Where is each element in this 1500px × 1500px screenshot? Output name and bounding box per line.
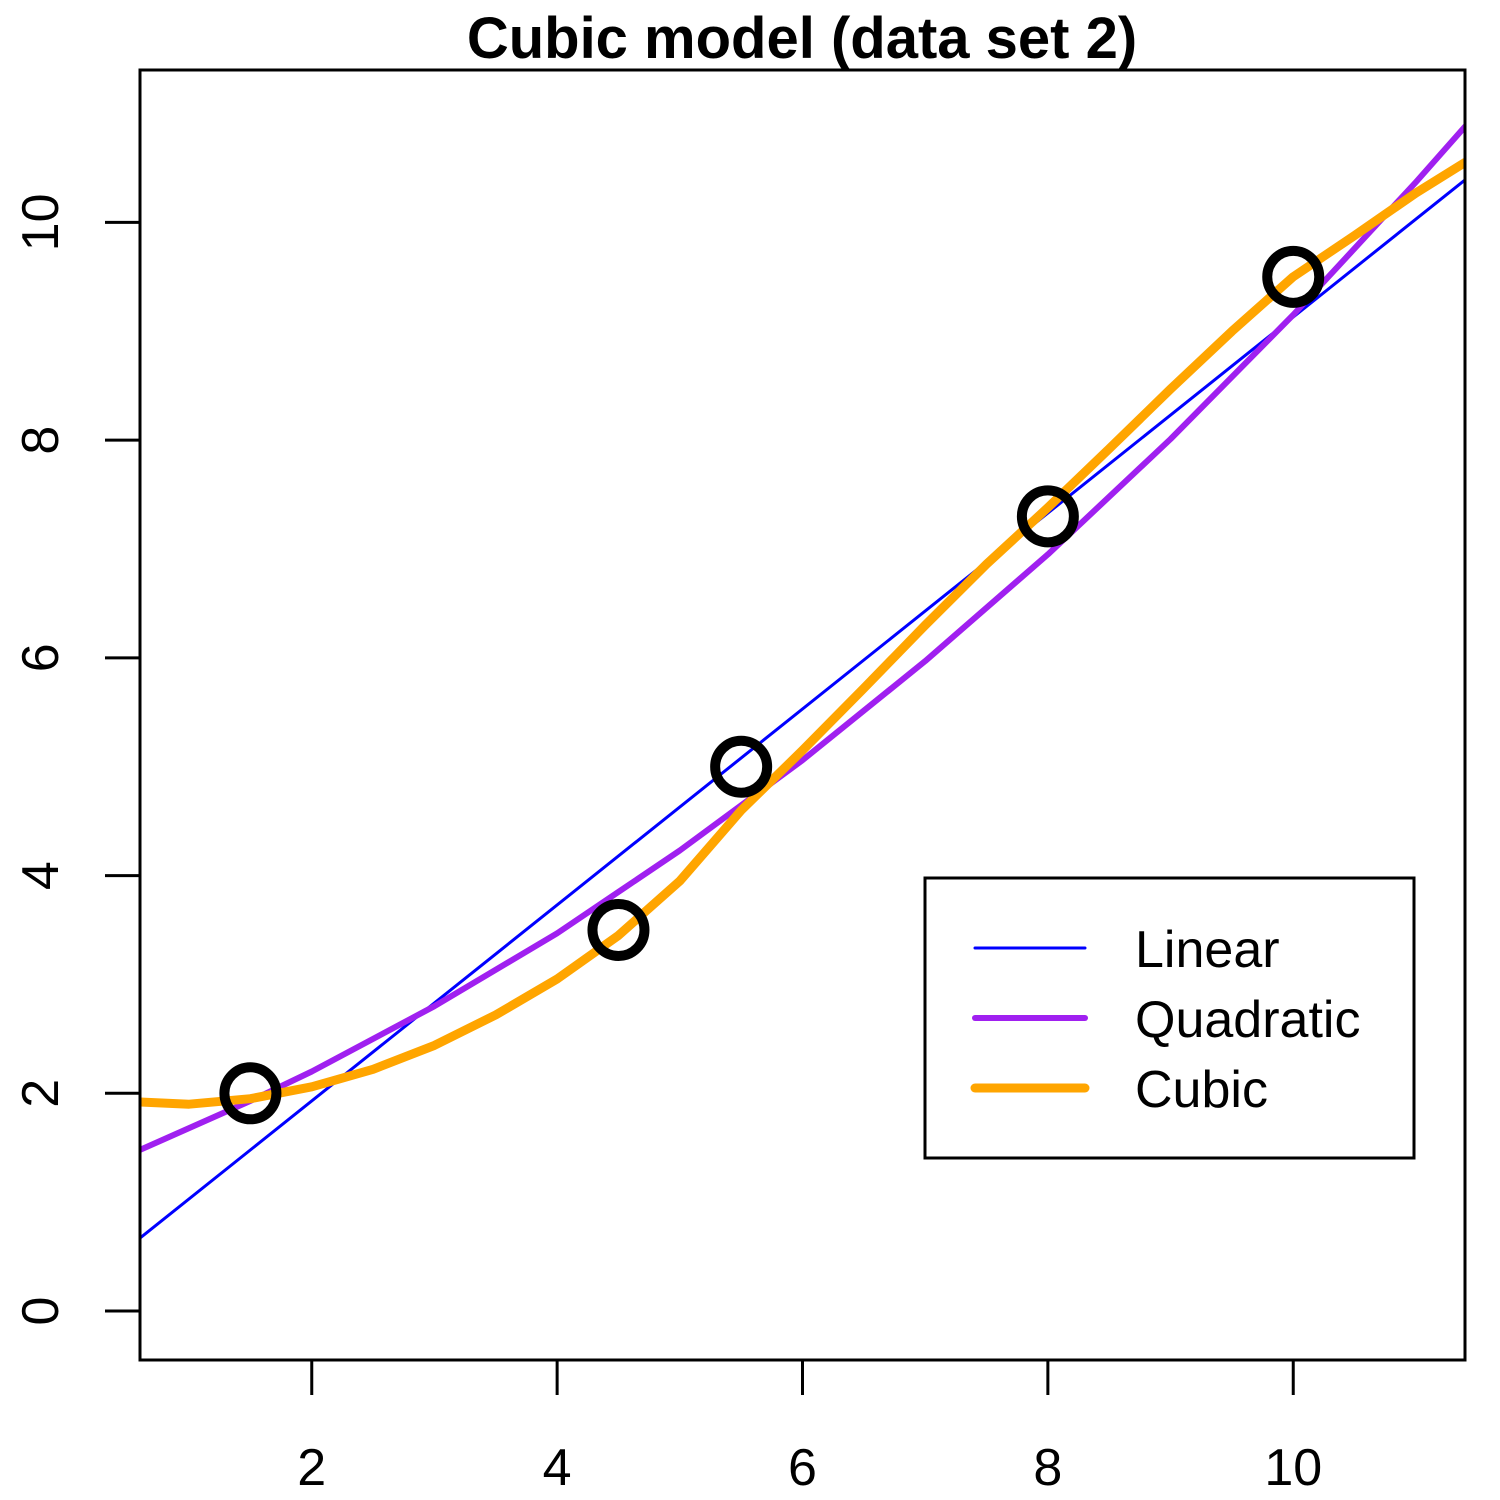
data-point xyxy=(710,735,773,798)
x-tick-label: 8 xyxy=(1033,1439,1062,1497)
legend-label-quadratic: Quadratic xyxy=(1135,991,1360,1049)
y-tick-label: 4 xyxy=(12,861,70,890)
legend-label-linear: Linear xyxy=(1135,921,1280,979)
axes: 2 4 6 8 10 0 2 4 6 8 10 xyxy=(12,68,1467,1497)
x-tick-label: 2 xyxy=(297,1439,326,1497)
series-cubic-line xyxy=(140,158,1465,1109)
x-tick-label: 10 xyxy=(1264,1439,1322,1497)
legend: Linear Quadratic Cubic xyxy=(923,876,1416,1160)
data-point xyxy=(219,1062,282,1125)
chart-title: Cubic model (data set 2) xyxy=(467,6,1137,71)
y-tick-label: 0 xyxy=(12,1297,70,1326)
x-tick-label: 6 xyxy=(788,1439,817,1497)
series-quadratic-line xyxy=(140,123,1465,1153)
plot-area xyxy=(140,123,1465,1240)
data-point xyxy=(587,899,650,961)
y-tick-label: 10 xyxy=(12,193,70,251)
data-point xyxy=(1016,485,1079,548)
legend-label-cubic: Cubic xyxy=(1135,1061,1268,1119)
series-linear-line xyxy=(140,178,1465,1240)
data-point xyxy=(1262,245,1325,308)
fitted-curves xyxy=(140,123,1465,1240)
y-tick-label: 8 xyxy=(12,426,70,455)
y-tick-label: 2 xyxy=(12,1079,70,1108)
x-tick-label: 4 xyxy=(543,1439,572,1497)
y-tick-label: 6 xyxy=(12,643,70,672)
